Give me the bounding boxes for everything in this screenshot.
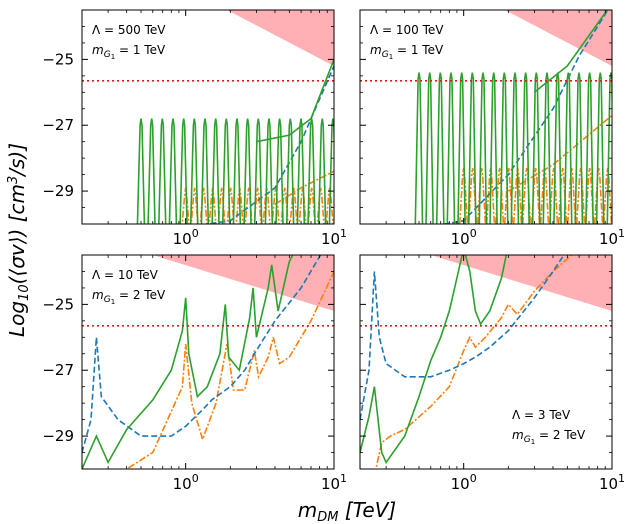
blue-dashed-series [82,255,322,453]
green-solid-series [136,118,334,224]
annotation-graviton-mass: mG1 = 1 TeV [92,43,166,61]
orange-dashdot-series-trend [274,170,334,205]
x-tick-label: 101 [321,472,347,493]
green-solid-series [82,255,294,469]
x-tick-label: 100 [173,472,199,493]
x-axis-title: mDM [TeV] [298,498,396,524]
excluded-region [505,10,612,66]
x-tick-label: 100 [451,227,477,248]
green-solid-series [360,255,508,465]
y-tick-label: −29 [42,182,74,200]
excluded-region [430,255,612,311]
panel-frame [81,254,335,470]
y-tick-label: −27 [42,361,74,379]
green-solid-series [414,72,612,224]
green-solid-series-trend [533,10,609,93]
panel-frame [81,9,335,225]
annotation-graviton-mass: mG1 = 2 TeV [512,428,586,446]
excluded-region [152,255,334,311]
panel-bottom-right [360,255,612,469]
annotation-lambda: Λ = 3 TeV [512,408,571,422]
excluded-region [227,10,334,66]
x-tick-label: 100 [451,472,477,493]
annotation-graviton-mass: mG1 = 2 TeV [92,288,166,306]
blue-dashed-series [360,255,565,420]
panel-top-right [360,10,612,224]
annotation-graviton-mass: mG1 = 1 TeV [370,43,444,61]
blue-dashed-series [202,65,334,224]
y-tick-label: −29 [42,427,74,445]
y-tick-label: −25 [42,50,74,68]
x-tick-label: 101 [599,227,625,248]
y-tick-label: −25 [42,295,74,313]
annotation-lambda: Λ = 500 TeV [92,23,166,37]
orange-dashdot-series [375,255,573,469]
panel-top-left [82,10,334,224]
orange-dashdot-series [458,167,612,224]
x-tick-label: 101 [599,472,625,493]
annotation-lambda: Λ = 100 TeV [370,23,444,37]
axes-layer: −25 −27 −29 100 101 Λ = 500 TeV mG1 = 1 TeV 100… [42,9,625,493]
y-tick-label: −27 [42,116,74,134]
green-solid-series-trend [256,59,334,143]
panel-frame [359,9,613,225]
x-tick-label: 100 [173,227,199,248]
x-tick-label: 101 [321,227,347,248]
orange-dashdot-series [123,271,334,469]
y-axis-title: Log10(⟨σv⟩) [cm3/s)] [5,143,32,337]
panel-bottom-left [82,255,334,469]
panel-frame [359,254,613,470]
annotation-lambda: Λ = 10 TeV [92,268,159,282]
